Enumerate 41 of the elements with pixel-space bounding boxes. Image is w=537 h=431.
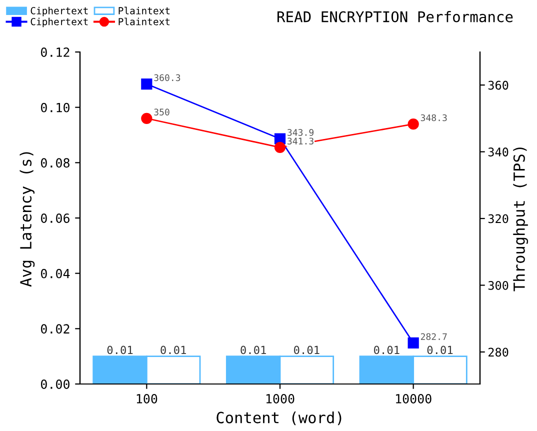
data-label: 0.01: [160, 346, 186, 354]
data-label: 0.01: [240, 346, 266, 354]
x-tick-label: 10000: [396, 394, 432, 404]
y2-tick-label: 320: [488, 214, 508, 224]
legend-label: Ciphertext: [30, 6, 88, 16]
data-label: 0.01: [374, 346, 400, 354]
data-label: 350: [154, 108, 170, 116]
y-tick-label: 0.08: [40, 158, 70, 168]
point: [141, 78, 152, 90]
data-label: 341.3: [288, 138, 314, 145]
y-tick-label: 0.06: [40, 214, 70, 223]
y2-tick-label: 340: [488, 148, 508, 156]
y-tick-label: 0.12: [40, 48, 70, 57]
data-label: 282.7: [420, 333, 447, 340]
data-label: 0.01: [294, 346, 320, 354]
y2-tick-label: 300: [488, 280, 508, 290]
data-label: 348.3: [420, 114, 447, 122]
x-axis-title: Content (word): [216, 412, 342, 426]
data-label: 0.01: [107, 346, 133, 354]
point: [408, 337, 419, 349]
chart-title: READ ENCRYPTION Performance: [277, 10, 513, 22]
y2-axis-title: Throughput (TPS): [513, 148, 528, 292]
point: [408, 118, 419, 130]
legend-label: Plaintext: [118, 18, 170, 26]
data-label: 360.3: [154, 74, 180, 82]
y-tick-label: 0.00: [40, 380, 70, 389]
y-axis-title: Avg Latency (s): [20, 152, 35, 287]
point: [274, 133, 286, 144]
y2-tick-label: 280: [488, 348, 508, 357]
x-tick-label: 100: [136, 394, 158, 404]
data-label: 0.01: [427, 346, 453, 354]
y-tick-label: 0.04: [40, 268, 70, 278]
point: [141, 112, 152, 124]
y2-tick-label: 360: [488, 80, 508, 90]
y-tick-label: 0.10: [40, 102, 70, 112]
x-tick-label: 1000: [266, 394, 294, 404]
point: [274, 142, 286, 153]
data-label: 343.9: [288, 129, 314, 136]
legend-label: Ciphertext: [30, 18, 88, 28]
legend-label: Plaintext: [118, 6, 170, 14]
y-tick-label: 0.02: [40, 324, 70, 334]
